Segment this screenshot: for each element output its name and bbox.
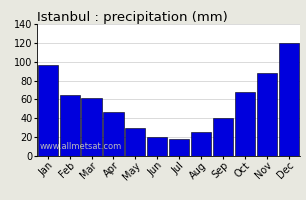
- Bar: [257, 73, 277, 156]
- Bar: [147, 137, 167, 156]
- Bar: [279, 43, 299, 156]
- Bar: [191, 132, 211, 156]
- Bar: [81, 98, 102, 156]
- Text: www.allmetsat.com: www.allmetsat.com: [39, 142, 121, 151]
- Text: Istanbul : precipitation (mm): Istanbul : precipitation (mm): [37, 11, 227, 24]
- Bar: [125, 128, 145, 156]
- Bar: [213, 118, 233, 156]
- Bar: [169, 139, 189, 156]
- Bar: [38, 65, 58, 156]
- Bar: [235, 92, 255, 156]
- Bar: [103, 112, 124, 156]
- Bar: [60, 95, 80, 156]
